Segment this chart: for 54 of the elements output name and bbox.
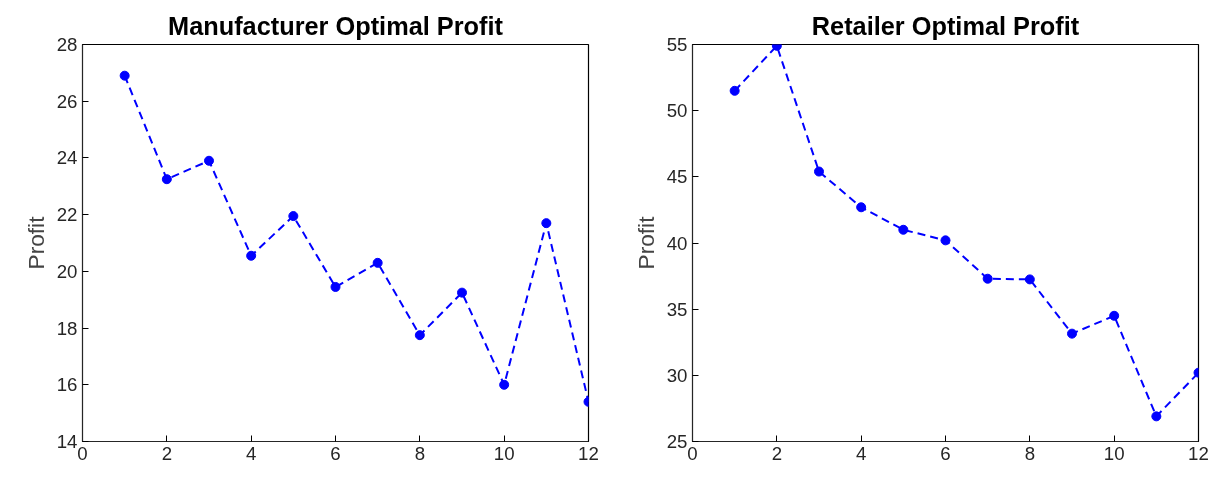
point (940, 235, 951, 246)
point (330, 281, 341, 292)
point (499, 379, 510, 390)
point (288, 211, 299, 222)
point (246, 250, 257, 261)
y-tick-label: 22 (56, 204, 78, 226)
y-tick-label: 26 (56, 90, 78, 112)
y-tick-label: 20 (56, 260, 78, 282)
y-tick-label: 35 (666, 298, 688, 320)
y-tick-label: 14 (56, 431, 78, 452)
y-tick-label: 24 (56, 147, 78, 169)
point (119, 70, 130, 81)
x-tick-label: 8 (1024, 442, 1036, 464)
y-axis-title: Profit (632, 215, 659, 270)
x-tick-label: 0 (687, 442, 698, 464)
y-tick-label: 16 (56, 374, 78, 396)
y-tick-label: 55 (666, 34, 688, 55)
point (814, 166, 824, 177)
point (898, 224, 909, 235)
point (457, 287, 467, 298)
point (1067, 328, 1077, 339)
y-tick-label: 50 (666, 100, 688, 122)
point (1024, 274, 1035, 285)
point (372, 257, 383, 268)
x-tick-label: 6 (940, 442, 951, 464)
point (1109, 310, 1120, 321)
x-tick-label: 8 (414, 442, 426, 464)
x-tick-label: 4 (245, 442, 257, 464)
point (414, 330, 425, 341)
point (729, 85, 740, 96)
x-tick-label: 4 (855, 442, 867, 464)
y-tick-label: 45 (666, 166, 688, 188)
y-axis-title: Profit (22, 215, 49, 270)
point (1151, 411, 1162, 422)
y-tick-label: 40 (666, 232, 688, 254)
point (541, 218, 552, 229)
chart-title: Retailer Optimal Profit (811, 11, 1080, 40)
point (982, 273, 993, 284)
x-tick-label: 6 (330, 442, 341, 464)
x-tick-label: 2 (161, 442, 173, 464)
x-tick-label: 12 (1188, 442, 1209, 464)
y-tick-label: 30 (666, 364, 688, 386)
x-tick-label: 10 (1103, 442, 1125, 464)
x-tick-label: 12 (578, 442, 599, 464)
point (161, 174, 172, 185)
y-tick-label: 18 (56, 317, 78, 339)
x-tick-label: 0 (77, 442, 88, 464)
y-tick-label: 25 (666, 431, 688, 452)
x-tick-label: 10 (493, 442, 515, 464)
x-tick-label: 2 (771, 442, 783, 464)
chart-title: Manufacturer Optimal Profit (168, 11, 504, 40)
point (856, 202, 867, 213)
point (204, 155, 214, 166)
y-tick-label: 28 (56, 34, 78, 55)
